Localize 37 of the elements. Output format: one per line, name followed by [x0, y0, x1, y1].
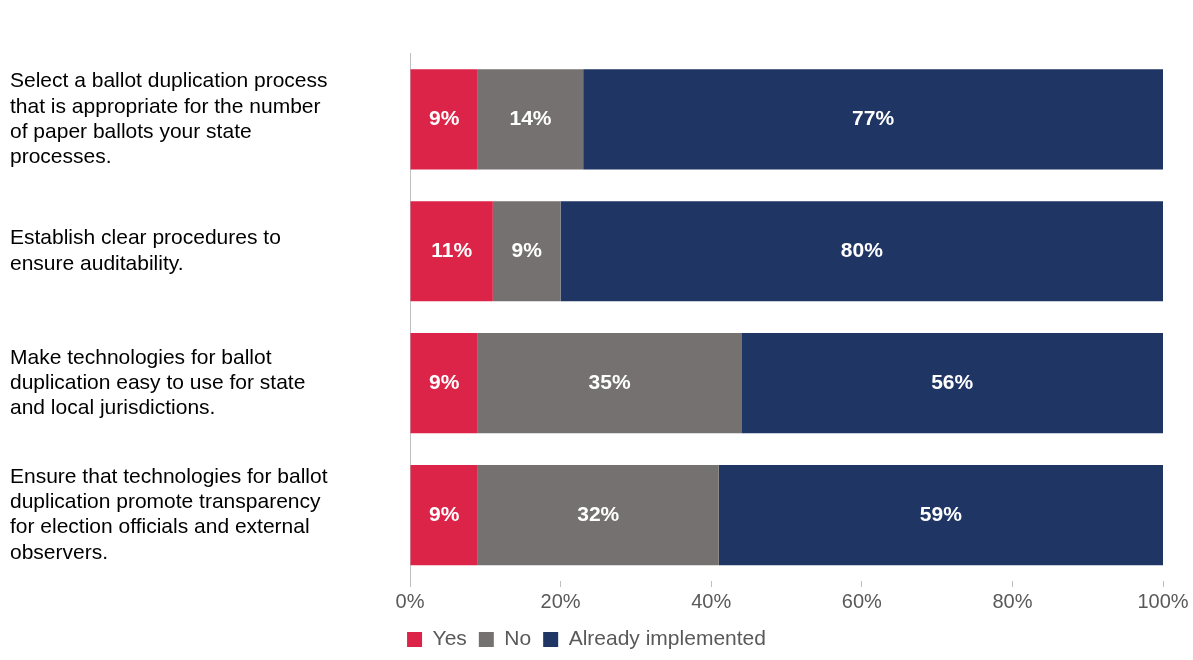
legend-label: No: [504, 626, 532, 650]
data-label: 80%: [840, 238, 884, 262]
bar: [741, 333, 1163, 434]
bar: [410, 201, 493, 302]
bar: [410, 333, 478, 434]
bar: [477, 69, 584, 170]
bar: [410, 464, 478, 566]
y-tick-label: Ensure that technologies for ballot duplication promote transparency for election officials and external observers.: [10, 464, 328, 563]
data-label: 11%: [431, 238, 473, 262]
x-tick-label: 80%: [992, 589, 1033, 612]
data-label: 9%: [428, 501, 460, 525]
y-tick-label: Make technologies for ballot duplication easy to use for state and local jurisdictions.: [10, 344, 306, 419]
legend-label: Yes: [432, 626, 467, 650]
x-tick-label: 20%: [540, 589, 581, 612]
data-label: 56%: [931, 369, 974, 393]
x-tick-label: 0%: [395, 589, 425, 612]
x-tick-label: 60%: [841, 589, 883, 612]
data-label: 35%: [588, 369, 631, 393]
bar: [583, 69, 1163, 170]
data-label: 9%: [428, 369, 460, 393]
bar: [718, 464, 1163, 566]
data-label: 77%: [852, 106, 895, 130]
data-label: 14%: [509, 106, 552, 130]
data-label: 9%: [428, 106, 460, 130]
legend-label: Already implemented: [568, 626, 766, 650]
y-tick-label: Establish clear procedures to ensure auditability.: [10, 225, 281, 274]
bar: [492, 201, 561, 302]
data-label: 59%: [919, 501, 963, 525]
bar: [410, 69, 478, 170]
bar: [477, 333, 742, 434]
data-label: 9%: [511, 238, 543, 262]
bar: [560, 201, 1163, 302]
bar: [477, 464, 719, 566]
x-tick-label: 100%: [1137, 589, 1189, 612]
x-tick-label: 40%: [691, 589, 732, 612]
data-label: 32%: [577, 501, 620, 525]
y-tick-label: Select a ballot duplication process that is appropriate for the number of paper ballots your state processes.: [10, 68, 328, 167]
